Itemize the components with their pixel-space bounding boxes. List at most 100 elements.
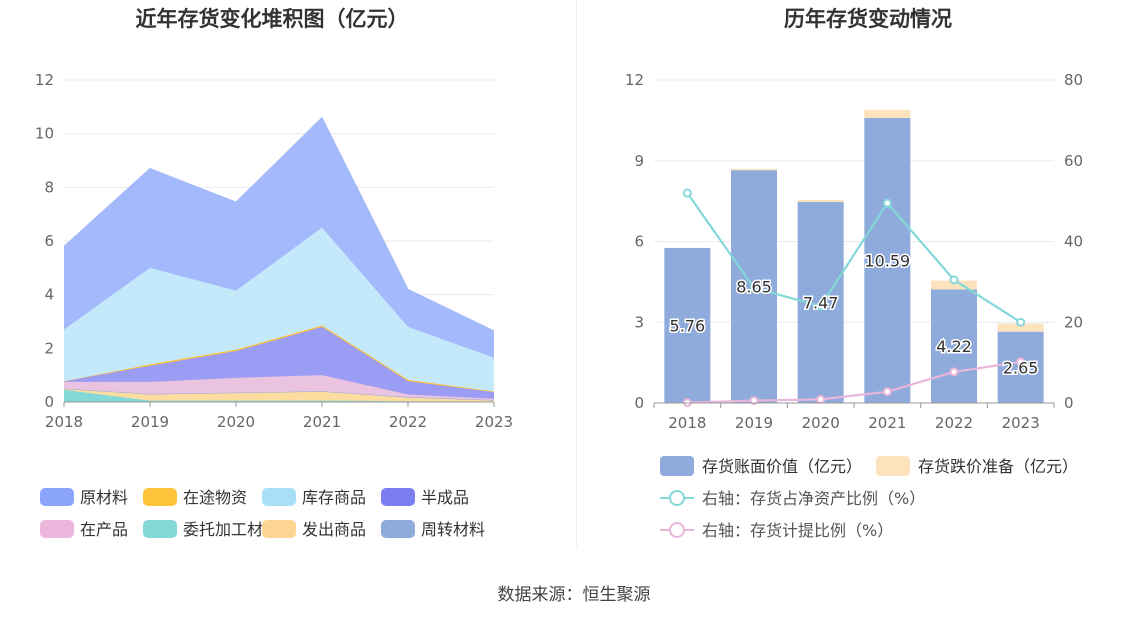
bar-impairment-provision bbox=[931, 280, 977, 290]
left-legend-item[interactable]: 半成品 bbox=[381, 488, 469, 507]
line-series-provision-ratio bbox=[687, 360, 1021, 404]
right-x-tick-label: 2019 bbox=[735, 414, 773, 432]
line-series-net-asset-ratio bbox=[686, 192, 1022, 324]
left-legend-item[interactable]: 在途物资 bbox=[143, 488, 247, 507]
legend-swatch bbox=[381, 520, 415, 538]
right-legend[interactable]: 存货账面价值（亿元） 存货跌价准备（亿元） 右轴：存货占净资产比例（%） 右轴：存货计… bbox=[660, 456, 1078, 540]
bar-value-label: 7.47 bbox=[803, 293, 839, 312]
bar-impairment-provision bbox=[997, 323, 1044, 332]
line-point bbox=[949, 275, 959, 285]
legend-swatch bbox=[660, 456, 694, 476]
line-point bbox=[882, 198, 892, 208]
left-x-tick-label: 2023 bbox=[475, 413, 513, 431]
legend-label: 存货跌价准备（亿元） bbox=[918, 457, 1078, 476]
right-y-tick-label: 6 bbox=[634, 233, 644, 251]
right-left-axis-ticks: 0 3 6 9 12 bbox=[625, 71, 644, 412]
left-x-tick-label: 2020 bbox=[217, 413, 255, 431]
left-y-tick-label: 8 bbox=[44, 178, 54, 196]
bar-value-label: 2.65 bbox=[1003, 358, 1039, 377]
left-x-axis: 2018 2019 2020 2021 2022 2023 bbox=[45, 401, 513, 431]
right-y2-tick-label: 80 bbox=[1064, 71, 1083, 89]
left-chart-title: 近年存货变化堆积图（亿元） bbox=[136, 7, 409, 31]
bar-book-value bbox=[931, 289, 977, 403]
legend-marker bbox=[669, 522, 685, 538]
left-x-tick-label: 2021 bbox=[303, 413, 341, 431]
right-y2-tick-label: 40 bbox=[1064, 233, 1083, 251]
line-point bbox=[949, 367, 959, 377]
legend-label: 存货账面价值（亿元） bbox=[702, 457, 862, 476]
legend-label: 右轴：存货计提比例（%） bbox=[702, 521, 893, 540]
right-x-tick-label: 2023 bbox=[1002, 414, 1040, 432]
left-y-axis-ticks: 0 2 4 6 8 10 12 bbox=[35, 71, 54, 411]
left-legend-item[interactable]: 周转材料 bbox=[381, 520, 485, 539]
right-y2-tick-label: 60 bbox=[1064, 152, 1083, 170]
left-y-tick-label: 4 bbox=[44, 286, 54, 304]
legend-label: 半成品 bbox=[421, 488, 469, 507]
data-source-label: 数据来源：恒生聚源 bbox=[497, 585, 651, 605]
left-y-tick-label: 12 bbox=[35, 71, 54, 89]
bar-impairment-provision bbox=[864, 109, 911, 118]
line-point bbox=[749, 396, 759, 406]
bar-impairment-provision bbox=[731, 168, 777, 171]
area-series-原材料 bbox=[64, 117, 494, 358]
chart-divider bbox=[576, 0, 577, 548]
right-legend-item[interactable]: 右轴：存货计提比例（%） bbox=[660, 521, 893, 540]
right-bar-series bbox=[664, 109, 1044, 403]
right-bar-labels: 5.76 8.65 7.47 10.59 4.22 2.65 bbox=[668, 250, 1040, 379]
left-y-tick-label: 10 bbox=[35, 125, 54, 143]
bar-impairment-provision bbox=[797, 200, 844, 202]
line-point bbox=[749, 283, 759, 293]
legend-swatch bbox=[143, 520, 177, 538]
left-area-series bbox=[63, 116, 495, 402]
right-legend-item[interactable]: 存货账面价值（亿元） bbox=[660, 456, 862, 476]
left-legend-item[interactable]: 原材料 bbox=[40, 488, 128, 507]
legend-swatch bbox=[143, 488, 177, 506]
right-x-tick-label: 2021 bbox=[868, 414, 906, 432]
legend-swatch bbox=[262, 520, 296, 538]
bar-value-label: 10.59 bbox=[864, 251, 910, 270]
right-x-tick-label: 2018 bbox=[668, 414, 706, 432]
left-legend-item[interactable]: 委托加工材料 bbox=[143, 520, 279, 539]
left-legend-item[interactable]: 库存商品 bbox=[262, 488, 366, 507]
legend-label: 周转材料 bbox=[421, 520, 485, 539]
right-legend-item[interactable]: 右轴：存货占净资产比例（%） bbox=[660, 489, 925, 508]
right-chart-title: 历年存货变动情况 bbox=[784, 7, 952, 31]
legend-swatch bbox=[262, 488, 296, 506]
right-x-axis: 2018 2019 2020 2021 2022 2023 bbox=[653, 402, 1055, 432]
right-legend-item[interactable]: 存货跌价准备（亿元） bbox=[876, 456, 1078, 476]
area-series-委托加工材料 bbox=[64, 389, 494, 402]
legend-label: 在途物资 bbox=[183, 488, 247, 507]
area-series-在途物资 bbox=[64, 325, 494, 393]
area-series-半成品 bbox=[64, 326, 494, 399]
legend-label: 委托加工材料 bbox=[183, 520, 279, 539]
legend-swatch bbox=[40, 520, 74, 538]
line-point bbox=[682, 188, 692, 198]
right-y-tick-label: 0 bbox=[634, 394, 644, 412]
bar-book-value bbox=[864, 117, 911, 403]
right-x-tick-label: 2022 bbox=[935, 414, 973, 432]
left-legend-item[interactable]: 发出商品 bbox=[262, 520, 366, 539]
inventory-stacked-area-chart: 近年存货变化堆积图（亿元） 0 2 4 6 8 10 12 2018 2019 2020 2021… bbox=[35, 7, 513, 539]
left-legend-item[interactable]: 在产品 bbox=[40, 520, 128, 539]
bar-value-label: 5.76 bbox=[670, 316, 706, 335]
right-gridlines bbox=[654, 79, 1054, 404]
legend-label: 库存商品 bbox=[302, 488, 366, 507]
left-y-tick-label: 6 bbox=[44, 232, 54, 250]
area-series-库存商品 bbox=[64, 227, 494, 392]
right-x-tick-label: 2020 bbox=[802, 414, 840, 432]
bar-book-value bbox=[997, 331, 1044, 403]
right-y2-tick-label: 20 bbox=[1064, 313, 1083, 331]
legend-swatch bbox=[876, 456, 910, 476]
line-point bbox=[1016, 357, 1026, 367]
left-x-tick-label: 2019 bbox=[131, 413, 169, 431]
right-y2-tick-label: 0 bbox=[1064, 394, 1074, 412]
line-point bbox=[882, 387, 892, 397]
bar-value-label: 8.65 bbox=[736, 278, 772, 297]
right-right-axis-ticks: 0 20 40 60 80 bbox=[1064, 71, 1083, 412]
legend-label: 右轴：存货占净资产比例（%） bbox=[702, 489, 925, 508]
bar-book-value bbox=[664, 247, 711, 403]
line-point bbox=[816, 301, 826, 311]
right-y-tick-label: 12 bbox=[625, 71, 644, 89]
line-point bbox=[1016, 317, 1026, 327]
